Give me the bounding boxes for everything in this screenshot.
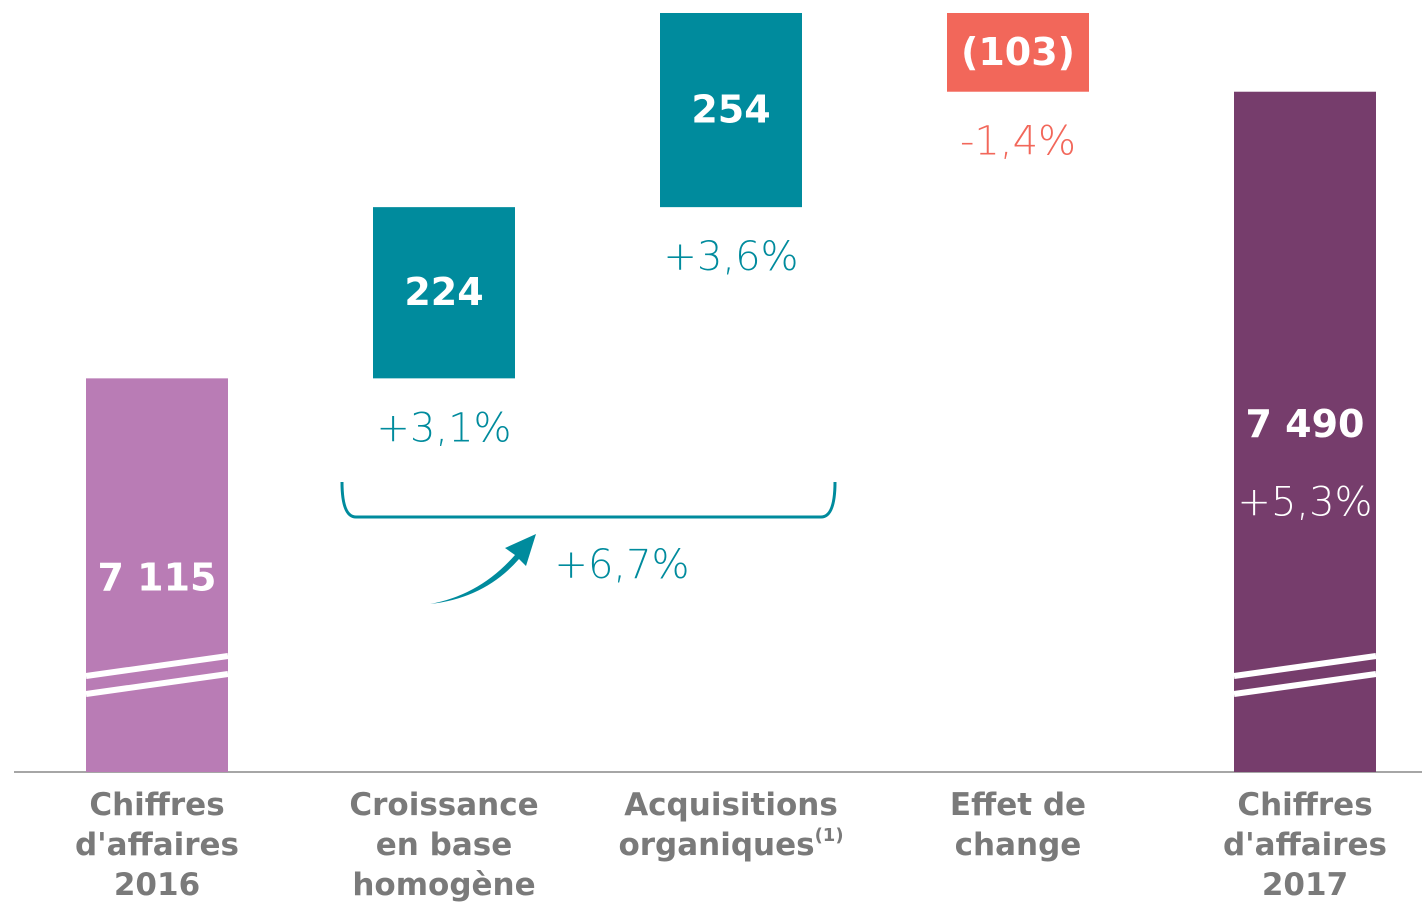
- bracket-arrow: [430, 534, 536, 604]
- x-tick-label: d'affaires: [75, 827, 239, 863]
- x-tick-label: organiques(1): [618, 825, 843, 863]
- x-tick-label-text: 2017: [1262, 867, 1348, 903]
- value-label: (103): [961, 30, 1075, 74]
- x-tick-label: d'affaires: [1223, 827, 1387, 863]
- x-tick-label: homogène: [352, 867, 535, 903]
- x-tick-label: Chiffres: [89, 787, 224, 823]
- x-tick-label-text: Chiffres: [1237, 787, 1372, 823]
- x-tick-label-text: Croissance: [349, 787, 538, 823]
- x-tick-label-text: d'affaires: [1223, 827, 1387, 863]
- x-tick-label: 2017: [1262, 867, 1348, 903]
- axis-break: [85, 671, 229, 697]
- x-tick-label-text: 2016: [114, 867, 200, 903]
- bar: [373, 207, 515, 379]
- bracket-label: +6,7%: [554, 542, 689, 588]
- x-tick-label-text: en base: [376, 827, 512, 863]
- x-tick-label: change: [955, 827, 1082, 863]
- change-label: -1,4%: [960, 119, 1076, 165]
- axis-break: [85, 653, 229, 679]
- value-label: 7 490: [1246, 402, 1365, 446]
- x-tick-label-text: change: [955, 827, 1082, 863]
- x-tick-label-text: homogène: [352, 867, 535, 903]
- x-tick-label-text: Acquisitions: [624, 787, 838, 823]
- value-label: 254: [691, 88, 770, 132]
- axis-break: [1233, 671, 1377, 697]
- bar: [947, 12, 1089, 92]
- x-tick-label: Effet de: [950, 787, 1086, 823]
- x-tick-label-text: Effet de: [950, 787, 1086, 823]
- x-tick-label: Chiffres: [1237, 787, 1372, 823]
- x-tick-label: en base: [376, 827, 512, 863]
- x-tick-label: 2016: [114, 867, 200, 903]
- change-label: +3,6%: [663, 234, 798, 280]
- bracket: [340, 481, 837, 519]
- change-label: +3,1%: [376, 405, 511, 451]
- x-tick-label: Acquisitions: [624, 787, 838, 823]
- x-tick-label-text: organiques: [618, 827, 814, 863]
- value-label: 7 115: [98, 556, 217, 600]
- bar: [86, 378, 228, 772]
- x-tick-label-text: d'affaires: [75, 827, 239, 863]
- bar: [660, 12, 802, 208]
- change-label: +5,3%: [1237, 480, 1372, 526]
- axis-break: [1233, 653, 1377, 679]
- x-tick-label: Croissance: [349, 787, 538, 823]
- x-tick-label-text: Chiffres: [89, 787, 224, 823]
- footnote-marker: (1): [815, 825, 844, 846]
- value-label: 224: [404, 270, 483, 314]
